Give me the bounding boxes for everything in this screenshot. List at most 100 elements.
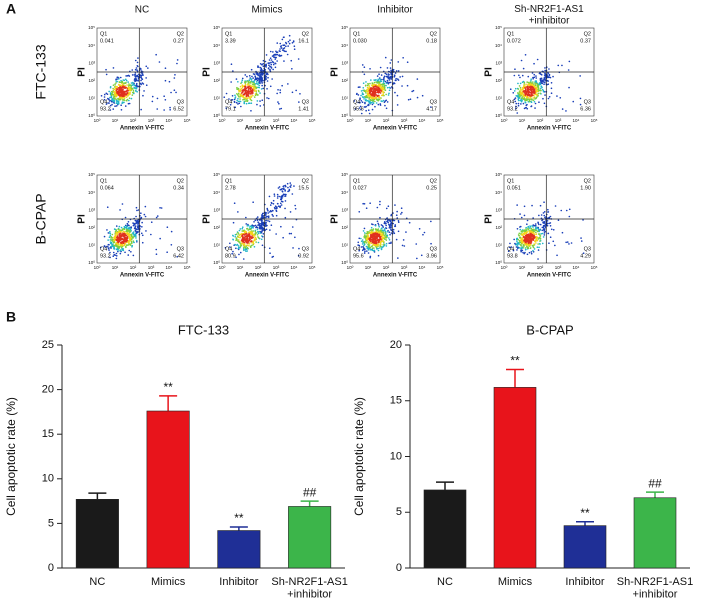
event-dots xyxy=(110,228,135,249)
quadrant-value: 0.030 xyxy=(353,38,367,44)
event-dots xyxy=(240,232,254,244)
event-dots xyxy=(108,78,138,105)
y-tick-label: 10⁴ xyxy=(495,43,502,48)
column-title: Sh-NR2F1-AS1 +inhibitor xyxy=(514,4,584,27)
y-tick-label: 10⁵ xyxy=(88,25,95,30)
quadrant-name: Q2 xyxy=(177,178,184,184)
quadrant-value: 0.072 xyxy=(507,38,521,44)
event-dots xyxy=(522,232,536,245)
y-tick-label: 10³ xyxy=(341,207,348,212)
quadrant-value: 0.051 xyxy=(507,185,521,191)
chart-title: B-CPAP xyxy=(526,322,573,337)
quadrant-name: Q2 xyxy=(430,178,437,184)
x-tick-label: 10¹ xyxy=(519,265,526,270)
y-tick-label: 5 xyxy=(396,506,402,518)
y-tick-label: 10⁴ xyxy=(88,43,95,48)
y-tick-label: 10⁰ xyxy=(341,260,348,265)
x-tick-label: 10³ xyxy=(555,118,562,123)
x-tick-label: 10⁵ xyxy=(437,118,444,123)
quadrant-name: Q2 xyxy=(177,31,184,37)
y-tick-label: 20 xyxy=(390,339,402,351)
quadrant-value: 0.34 xyxy=(173,185,184,191)
significance-mark: ## xyxy=(303,485,317,499)
x-axis-label: Annexin V-FITC xyxy=(245,126,290,132)
quadrant-name: Q4 xyxy=(225,99,232,105)
quadrant-value: 6.36 xyxy=(580,106,591,112)
quadrant-value: 4.17 xyxy=(426,106,437,112)
y-tick-label: 10⁴ xyxy=(495,190,502,195)
x-tick-label: 10⁴ xyxy=(419,118,426,123)
y-tick-label: 10⁵ xyxy=(88,172,95,177)
x-tick-label: 10⁴ xyxy=(166,265,173,270)
significance-mark: ** xyxy=(234,511,244,525)
quadrant-name: Q4 xyxy=(507,99,514,105)
panel-label: B xyxy=(6,309,16,325)
y-tick-label: 10⁰ xyxy=(88,260,95,265)
y-axis-label: PI xyxy=(330,67,341,77)
quadrant-name: Q4 xyxy=(353,99,360,105)
quadrant-value: 93.8 xyxy=(507,253,518,259)
event-dots xyxy=(115,232,129,245)
quadrant-value: 1.90 xyxy=(580,185,591,191)
quadrant-name: Q4 xyxy=(353,246,360,252)
y-tick-label: 10⁰ xyxy=(495,260,502,265)
y-tick-label: 10² xyxy=(341,225,348,230)
y-tick-label: 10² xyxy=(88,78,95,83)
x-tick-label: 10⁵ xyxy=(309,265,316,270)
y-tick-label: 10⁵ xyxy=(495,172,502,177)
y-tick-label: 10³ xyxy=(213,60,220,65)
bar xyxy=(423,489,467,569)
x-tick-label: 10² xyxy=(537,118,544,123)
quadrant-name: Q3 xyxy=(177,99,184,105)
x-tick-label: 10⁵ xyxy=(184,265,191,270)
quadrant-value: 0.27 xyxy=(173,38,184,44)
quadrant-value: 0.92 xyxy=(298,253,309,259)
x-tick-label: 10² xyxy=(255,265,262,270)
event-dots xyxy=(517,227,542,250)
quadrant-name: Q1 xyxy=(225,178,232,184)
x-tick-label: 10⁰ xyxy=(94,265,101,270)
quadrant-value: 95.6 xyxy=(353,106,364,112)
chart-title: FTC-133 xyxy=(178,322,229,337)
x-tick-label: 10³ xyxy=(148,118,155,123)
event-dots xyxy=(100,53,179,111)
y-tick-label: 10⁴ xyxy=(213,190,220,195)
x-tick-label: 10¹ xyxy=(237,118,244,123)
row-label: B-CPAP xyxy=(33,193,49,244)
quadrant-name: Q1 xyxy=(100,178,107,184)
event-dots xyxy=(357,200,432,260)
quadrant-value: 95.6 xyxy=(353,253,364,259)
x-tick-label: 10¹ xyxy=(112,118,119,123)
y-tick-label: 15 xyxy=(42,428,54,440)
event-dots xyxy=(519,83,539,100)
x-tick-label: 10³ xyxy=(401,118,408,123)
x-tick-label: 10¹ xyxy=(365,118,372,123)
y-tick-label: 10⁰ xyxy=(495,113,502,118)
quadrant-name: Q3 xyxy=(302,246,309,252)
y-tick-label: 10¹ xyxy=(213,96,220,101)
x-tick-label: Sh-NR2F1-AS1 +inhibitor xyxy=(617,576,693,601)
significance-mark: ** xyxy=(510,354,520,368)
y-tick-label: 10⁵ xyxy=(495,25,502,30)
quadrant-value: 93.2 xyxy=(100,106,111,112)
bar xyxy=(217,530,261,569)
bar xyxy=(633,497,677,569)
quadrant-value: 6.52 xyxy=(173,106,184,112)
y-tick-label: 10⁴ xyxy=(341,43,348,48)
x-tick-label: 10³ xyxy=(273,265,280,270)
y-tick-label: 10⁵ xyxy=(341,172,348,177)
panel-label: A xyxy=(6,1,16,17)
x-tick-label: Mimics xyxy=(151,576,186,588)
event-dots xyxy=(234,78,263,105)
bar xyxy=(493,387,537,569)
quadrant-value: 3.39 xyxy=(225,38,236,44)
y-tick-label: 10⁰ xyxy=(213,113,220,118)
y-tick-label: 10³ xyxy=(88,207,95,212)
y-axis-label: PI xyxy=(202,67,213,77)
y-tick-label: 25 xyxy=(42,339,54,351)
quadrant-name: Q1 xyxy=(225,31,232,37)
event-dots xyxy=(509,54,582,114)
y-tick-label: 10⁴ xyxy=(88,190,95,195)
y-tick-label: 10⁰ xyxy=(88,113,95,118)
x-tick-label: Mimics xyxy=(498,576,533,588)
